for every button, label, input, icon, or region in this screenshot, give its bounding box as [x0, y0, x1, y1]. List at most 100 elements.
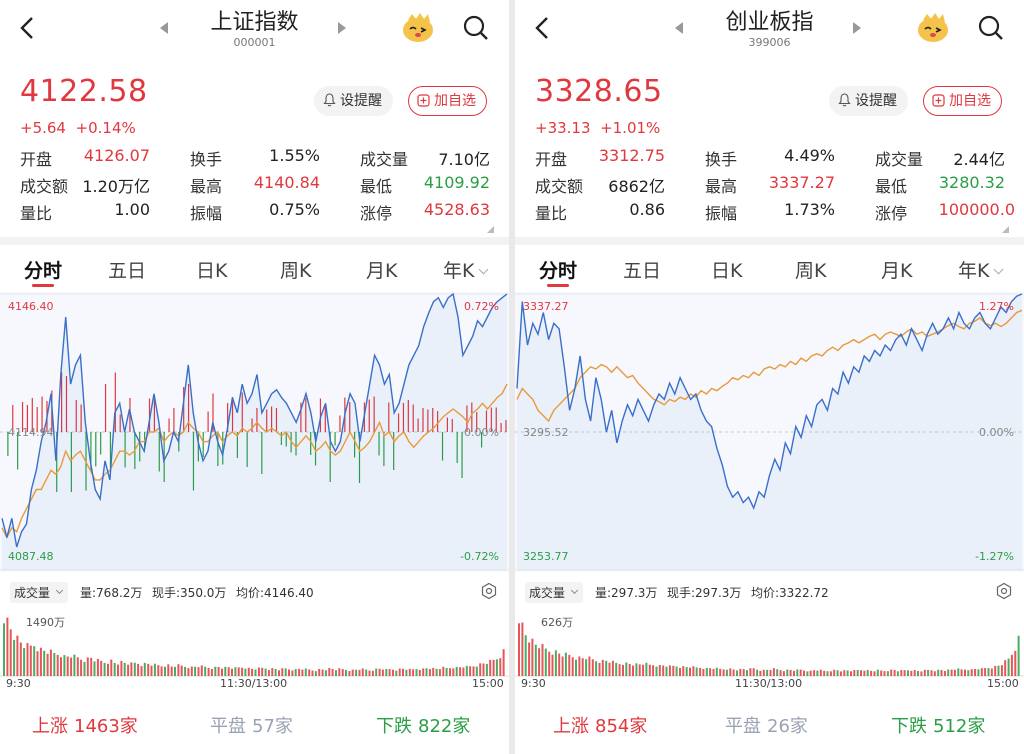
active-tab-indicator: [547, 284, 569, 287]
unchanged-count[interactable]: 平盘 26家: [725, 712, 808, 738]
tab-daily-k[interactable]: 日K: [196, 260, 228, 282]
volume-bar: [19, 642, 22, 676]
volume-bar: [502, 649, 505, 676]
volume-bar: [422, 668, 425, 676]
prev-triangle-icon[interactable]: [160, 22, 168, 34]
stat-label: 开盘: [535, 150, 568, 169]
volume-bar: [80, 659, 83, 676]
volume-bar: [1014, 650, 1017, 676]
back-arrow-icon[interactable]: [14, 12, 42, 44]
volume-bar: [381, 669, 384, 676]
volume-bar: [689, 667, 691, 676]
indicator-selector[interactable]: 成交量: [10, 582, 69, 603]
tab-monthly-k[interactable]: 月K: [366, 260, 398, 282]
volume-chart[interactable]: 626万: [515, 608, 1024, 698]
volume-bar: [816, 670, 819, 676]
unchanged-count[interactable]: 平盘 57家: [210, 712, 293, 738]
volume-bar: [984, 668, 987, 676]
index-title: 上证指数: [210, 10, 299, 35]
volume-bar: [796, 669, 799, 676]
stats-row: 量比 0.86 振幅 1.73% 涨停 100000.0: [535, 200, 1015, 227]
volume-bar: [702, 669, 705, 676]
tab-weekly-k[interactable]: 周K: [795, 260, 827, 282]
expand-corner-icon[interactable]: [487, 226, 494, 233]
volume-bar: [29, 645, 32, 676]
volume-bar: [217, 667, 220, 676]
volume-bar: [625, 662, 628, 676]
volume-bar: [469, 666, 472, 676]
set-reminder-button[interactable]: 设提醒: [314, 86, 393, 116]
tab-daily-k[interactable]: 日K: [711, 260, 743, 282]
volume-bar: [860, 670, 862, 676]
stat-label: 成交量: [875, 150, 924, 169]
expand-corner-icon[interactable]: [1002, 226, 1009, 233]
gear-icon[interactable]: [480, 582, 498, 600]
volume-bar: [398, 668, 401, 676]
volume-bar: [779, 670, 782, 676]
decliners-count[interactable]: 下跌 512家: [891, 712, 985, 738]
volume-bar: [789, 669, 792, 676]
volume-bar: [200, 665, 203, 676]
volume-bar: [977, 669, 980, 676]
volume-bar: [345, 670, 347, 676]
chevron-down-icon[interactable]: [993, 264, 1004, 275]
indicator-selector[interactable]: 成交量: [525, 582, 584, 603]
tab-weekly-k[interactable]: 周K: [280, 260, 312, 282]
intraday-chart[interactable]: 4146.40 4114.94 4087.48 0.72% 0.00% -0.7…: [0, 292, 509, 572]
volume-bar: [756, 669, 759, 676]
volume-bar: [241, 667, 244, 676]
advancers-count[interactable]: 上涨 1463家: [32, 712, 138, 738]
tab-five-day[interactable]: 五日: [623, 260, 662, 282]
volume-bar: [418, 670, 421, 676]
tab-intraday[interactable]: 分时: [539, 260, 578, 282]
mascot-icon[interactable]: [400, 10, 436, 44]
volume-bar: [638, 664, 641, 676]
tab-five-day[interactable]: 五日: [108, 260, 147, 282]
tab-yearly-k[interactable]: 年K: [958, 260, 990, 282]
volume-bar: [856, 670, 859, 676]
tab-monthly-k[interactable]: 月K: [881, 260, 913, 282]
mascot-icon[interactable]: [915, 10, 951, 44]
section-divider: [0, 237, 509, 245]
nav-bar: 创业板指 399006: [515, 0, 1024, 60]
volume-bar: [489, 659, 492, 676]
volume-bar: [133, 662, 136, 676]
gear-icon[interactable]: [995, 582, 1013, 600]
set-reminder-button[interactable]: 设提醒: [829, 86, 908, 116]
volume-bar: [799, 669, 802, 676]
tab-yearly-k[interactable]: 年K: [443, 260, 475, 282]
section-divider: [515, 237, 1024, 245]
chevron-down-icon[interactable]: [478, 264, 489, 275]
decliners-count[interactable]: 下跌 822家: [376, 712, 470, 738]
volume-info: 量:768.2万: [80, 586, 143, 600]
volume-bar: [371, 670, 374, 676]
next-triangle-icon[interactable]: [853, 22, 861, 34]
intraday-chart[interactable]: 3337.27 3295.52 3253.77 1.27% 0.00% -1.2…: [515, 292, 1024, 572]
volume-bar: [113, 663, 116, 676]
volume-bar: [335, 670, 337, 676]
search-icon[interactable]: [975, 12, 1007, 44]
tab-intraday[interactable]: 分时: [24, 260, 63, 282]
volume-bar: [719, 668, 722, 676]
add-watchlist-button[interactable]: 加自选: [408, 86, 487, 116]
advancers-value: 1463家: [74, 716, 138, 737]
advancers-count[interactable]: 上涨 854家: [553, 712, 647, 738]
add-watchlist-button[interactable]: 加自选: [923, 86, 1002, 116]
prev-triangle-icon[interactable]: [675, 22, 683, 34]
stat-value: 3280.32: [938, 173, 1005, 192]
stat-label: 振幅: [705, 204, 738, 223]
volume-bar: [598, 662, 601, 676]
search-icon[interactable]: [460, 12, 492, 44]
volume-bar: [913, 670, 916, 676]
volume-bar: [308, 669, 311, 676]
volume-bar: [160, 666, 163, 676]
back-arrow-icon[interactable]: [529, 12, 557, 44]
volume-bar: [843, 670, 846, 676]
next-triangle-icon[interactable]: [338, 22, 346, 34]
indicator-selector-label: 成交量: [14, 586, 51, 600]
volume-bar: [618, 664, 621, 676]
volume-bar: [528, 642, 531, 676]
volume-chart[interactable]: 1490万: [0, 608, 509, 698]
stat-label: 涨停: [360, 204, 393, 223]
volume-bar: [237, 667, 240, 676]
